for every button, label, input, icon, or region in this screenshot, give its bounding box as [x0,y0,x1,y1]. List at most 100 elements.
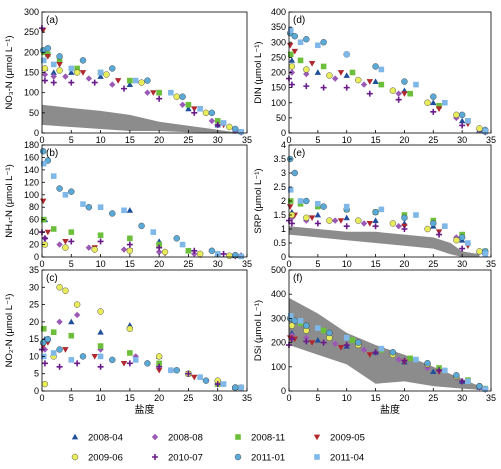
data-point [74,360,81,367]
legend-marker [152,454,158,460]
data-point [232,125,239,133]
data-point [40,57,47,64]
y-axis-label: NH₄-N (μmol L⁻¹) [4,164,15,237]
data-point [355,217,362,224]
data-point [238,128,244,135]
data-point [155,353,163,360]
data-point [287,187,294,193]
x-tick-label: 0 [286,393,291,403]
data-point [458,111,466,119]
y-tick-label: 250 [271,52,286,62]
data-point [150,229,157,235]
data-point [214,381,221,388]
data-point [401,226,408,232]
y-tick-label: 20 [29,317,39,327]
data-point [56,241,63,248]
data-point [168,89,174,96]
x-tick-label: 0 [286,135,291,145]
data-point [401,91,408,97]
data-point [97,308,104,315]
x-tick-label: 35 [486,393,496,403]
y-tick-label: 100 [24,190,39,200]
y-tick-label: 80 [29,202,39,212]
data-point [372,223,379,230]
x-tick-label: 0 [39,393,44,403]
data-point [126,247,134,254]
y-tick-label: 30 [29,282,39,292]
data-point [168,367,174,374]
data-point [185,105,192,112]
y-tick-label: 200 [271,68,286,78]
y-tick-label: 200 [271,338,286,348]
data-point [74,65,80,72]
data-point [453,236,460,244]
data-point [103,71,110,78]
data-point [314,336,322,343]
data-point [62,244,69,251]
x-tick-label: 5 [69,393,74,403]
x-tick-label: 10 [96,393,106,403]
data-point [50,61,57,68]
data-point [41,77,48,84]
data-point [378,66,385,73]
legend-marker [235,434,241,440]
data-point [343,203,350,210]
y-tick-label: 350 [271,22,286,32]
data-point [378,345,385,352]
data-point [337,70,345,76]
data-point [320,339,327,346]
data-point [465,118,471,124]
data-point [372,78,379,84]
data-point [126,325,134,332]
y-tick-label: 0 [34,386,39,396]
data-point [191,247,198,254]
data-point [121,85,127,92]
data-point [120,246,128,253]
y-axis-label: DSi (μmol L⁻¹) [253,300,264,361]
data-point [41,235,48,242]
data-point [303,214,310,222]
y-tick-label: 3 [281,168,286,178]
data-point [291,33,298,40]
data-point [326,72,333,79]
data-point [191,250,198,258]
x-tick-label: 15 [371,259,381,269]
data-point [62,239,69,245]
data-point [303,36,310,43]
data-point [85,244,93,251]
data-point [343,51,350,58]
envelope-band [42,104,236,133]
data-point [109,356,116,364]
data-point [126,241,133,248]
x-tick-label: 5 [315,135,320,145]
plot-frame [41,144,248,258]
data-point [144,77,151,84]
data-point [208,247,216,254]
data-point [458,117,466,124]
y-tick-label: 60 [29,215,39,225]
y-tick-label: 1.5 [273,210,286,220]
data-point [68,69,75,75]
data-point [355,339,362,346]
data-point [314,211,322,218]
legend-marker [71,453,79,461]
data-point [91,79,98,86]
data-point [68,79,75,86]
data-point [97,343,104,349]
data-point [430,220,437,227]
y-tick-label: 400 [271,7,286,17]
data-point [360,346,368,354]
data-point [220,381,227,387]
data-point [303,83,310,90]
x-tick-label: 0 [286,259,291,269]
data-point [442,99,448,106]
panel-label: (e) [293,148,305,159]
data-point [68,332,75,339]
data-point [138,79,145,86]
data-point [366,79,373,85]
data-point [315,42,321,49]
data-point [424,359,431,367]
y-tick-label: 300 [271,37,286,47]
data-point [459,378,466,385]
y-tick-label: 0 [281,128,286,138]
